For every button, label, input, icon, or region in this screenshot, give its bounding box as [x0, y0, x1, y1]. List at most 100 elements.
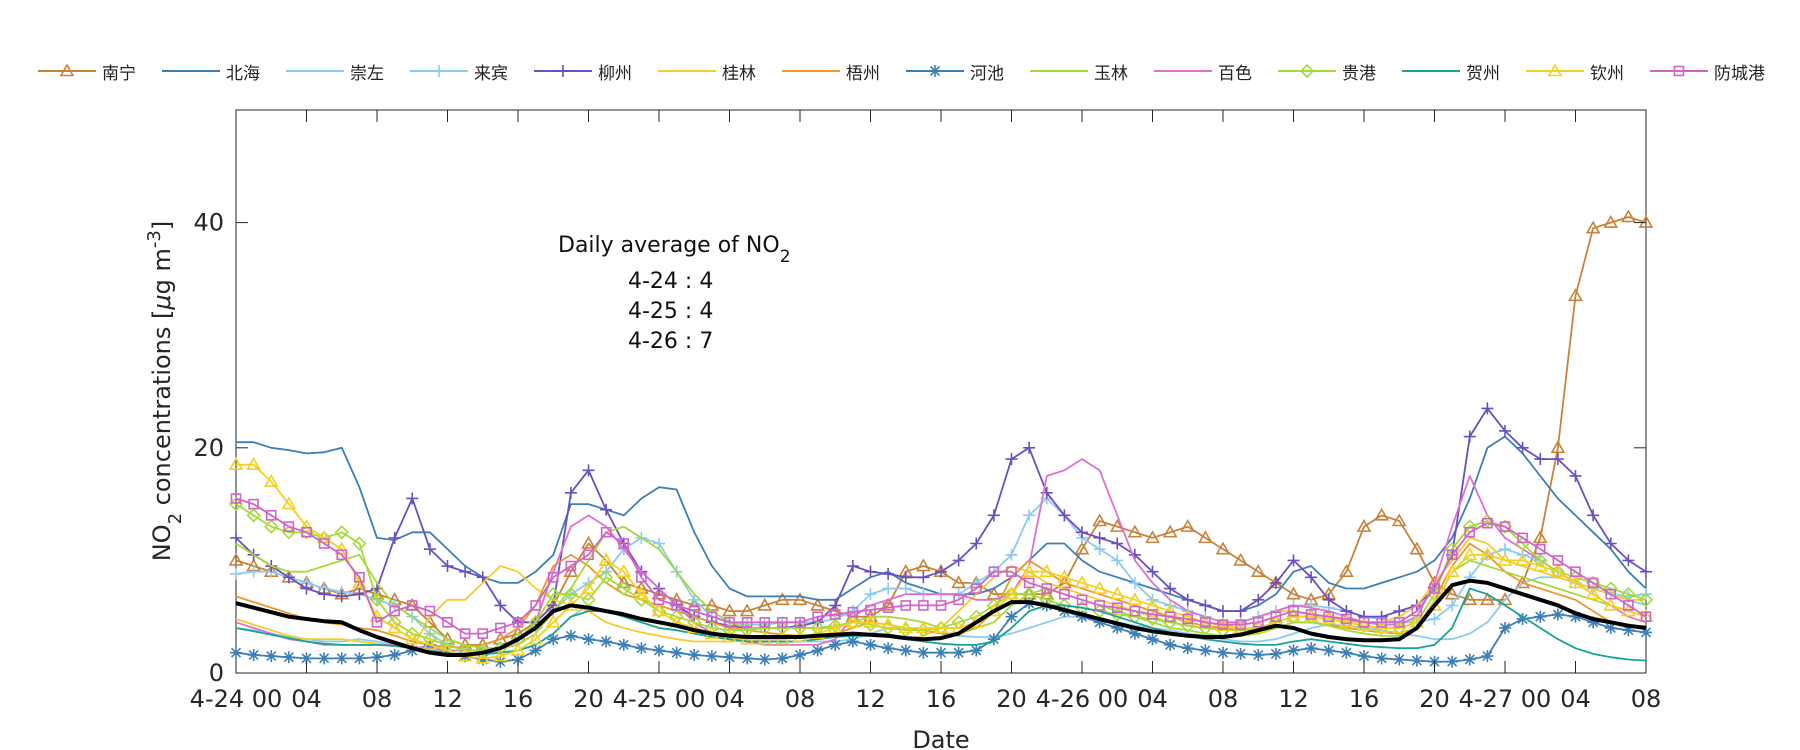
x-tick-label: 16: [1349, 685, 1380, 713]
series-marker: [618, 538, 630, 549]
series-marker: [1200, 617, 1211, 628]
series-marker: [265, 510, 277, 521]
series-marker: [671, 600, 682, 611]
series-marker: [1286, 586, 1301, 600]
series-marker: [794, 648, 806, 661]
series-marker: [1340, 646, 1353, 659]
series-marker: [845, 614, 861, 628]
series-line: [236, 463, 1647, 660]
series-marker: [1358, 617, 1370, 628]
series-marker: [759, 617, 771, 628]
series-marker: [653, 644, 665, 657]
x-tick-label: 20: [573, 685, 604, 713]
x-tick-label: 04: [1560, 685, 1591, 713]
series-marker: [1252, 593, 1265, 606]
series-marker: [653, 537, 665, 550]
series-marker: [1111, 537, 1124, 550]
legend-swatch: [162, 70, 220, 72]
series-marker: [1182, 613, 1194, 625]
x-tick-label: 08: [785, 685, 816, 713]
series-marker: [1605, 588, 1617, 600]
series-marker: [476, 571, 489, 584]
series-marker: [1146, 633, 1159, 646]
series-marker: [1338, 564, 1354, 577]
series-marker: [1041, 583, 1053, 594]
series-marker: [811, 644, 824, 657]
series-marker: [653, 594, 665, 606]
series-marker: [1270, 611, 1282, 623]
series-marker: [512, 653, 524, 666]
series-marker: [935, 565, 947, 578]
series-marker: [1323, 611, 1335, 623]
series-marker: [247, 565, 260, 578]
series-marker: [1005, 548, 1018, 561]
series-marker: [899, 582, 912, 595]
legend-swatch: [1650, 65, 1708, 77]
series-marker: [1482, 517, 1493, 529]
series-marker: [387, 620, 403, 634]
legend-label: 玉林: [1094, 63, 1128, 84]
series-marker: [1288, 605, 1299, 617]
series-marker: [1162, 524, 1178, 538]
legend-item: 玉林: [1028, 59, 1148, 84]
series-marker: [1215, 541, 1231, 555]
series-marker: [1093, 531, 1106, 544]
series-marker: [1076, 610, 1088, 623]
series-marker: [987, 509, 1000, 522]
legend-swatch: [1278, 63, 1336, 79]
series-marker: [1322, 644, 1335, 657]
legend-item: 桂林: [656, 59, 776, 84]
series-marker: [757, 597, 773, 611]
series-marker: [1552, 555, 1564, 566]
x-tick-label: 08: [1208, 685, 1239, 713]
series-marker: [864, 638, 877, 651]
series-marker: [1499, 621, 1511, 634]
series-marker: [582, 633, 595, 646]
series-marker: [651, 603, 667, 617]
series-marker: [1481, 650, 1494, 663]
series-marker: [616, 581, 631, 596]
series-marker: [863, 614, 878, 628]
legend-swatch: [1526, 63, 1584, 77]
series-marker: [1568, 288, 1583, 302]
legend-label: 南宁: [102, 63, 136, 84]
series-marker: [1039, 564, 1055, 577]
series-marker: [388, 648, 401, 661]
series-marker: [246, 508, 261, 523]
series-marker: [1551, 453, 1564, 466]
legend-item: 百色: [1152, 59, 1272, 84]
series-marker: [617, 638, 630, 651]
series-marker: [1180, 519, 1196, 532]
series-marker: [1444, 586, 1460, 600]
legend-label: 来宾: [474, 63, 508, 84]
series-marker: [300, 652, 313, 665]
series-marker: [354, 571, 365, 583]
y-tick-label: 40: [193, 209, 224, 237]
series-marker: [899, 571, 912, 584]
legend-item: 钦州: [1524, 59, 1644, 84]
series-marker: [1305, 571, 1318, 584]
series-marker: [1287, 554, 1300, 567]
legend-label: 柳州: [598, 63, 632, 84]
series-marker: [1217, 646, 1229, 659]
series-marker: [758, 653, 771, 666]
legend-label: 钦州: [1590, 63, 1624, 84]
series-marker: [1076, 526, 1088, 539]
series-marker: [1393, 605, 1406, 618]
series-marker: [1074, 541, 1090, 555]
series-marker: [1299, 63, 1315, 79]
series-marker: [1074, 575, 1090, 589]
series-marker: [1058, 509, 1071, 522]
series-marker: [1305, 642, 1318, 655]
series-marker: [246, 457, 262, 470]
series-marker: [492, 648, 508, 662]
series-marker: [1462, 592, 1478, 606]
series-marker: [1217, 619, 1229, 630]
series-marker: [1622, 554, 1635, 567]
series-marker: [1181, 593, 1194, 606]
series-marker: [1145, 530, 1160, 544]
series-marker: [546, 587, 561, 602]
legend-swatch: [286, 70, 344, 72]
x-tick-label: 08: [362, 685, 393, 713]
